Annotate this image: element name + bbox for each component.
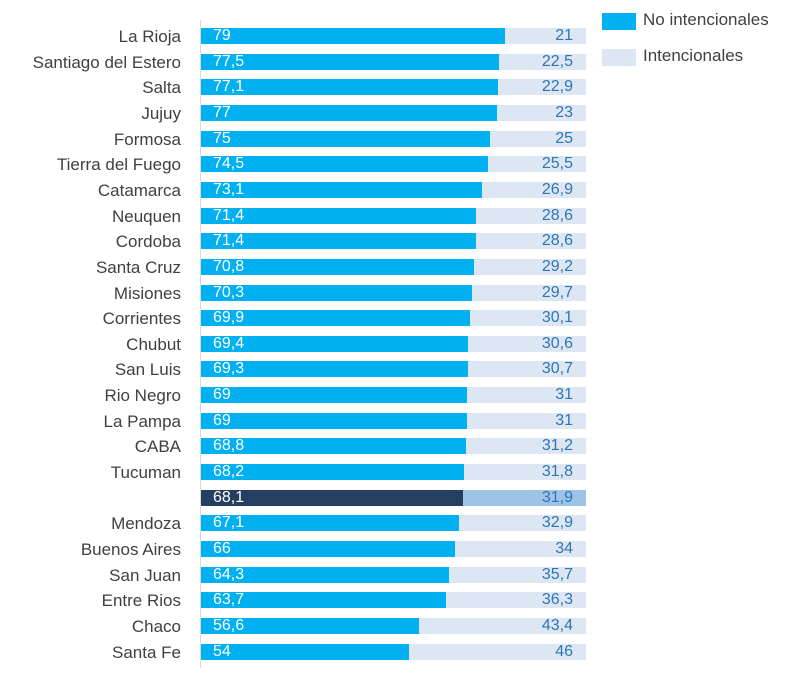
data-label-no-intencionales: 69 bbox=[213, 412, 231, 430]
data-label-intencionales: 46 bbox=[555, 643, 573, 661]
legend-swatch-intencionales bbox=[602, 49, 636, 66]
data-label-intencionales: 28,6 bbox=[542, 207, 573, 225]
bar-no-intencionales bbox=[201, 644, 409, 660]
data-label-intencionales: 21 bbox=[555, 27, 573, 45]
legend-swatch-no-intencionales bbox=[602, 13, 636, 30]
data-label-no-intencionales: 70,8 bbox=[213, 258, 244, 276]
data-label-intencionales: 30,1 bbox=[542, 309, 573, 327]
data-label-intencionales: 31 bbox=[555, 386, 573, 404]
data-label-no-intencionales: 77,1 bbox=[213, 78, 244, 96]
category-label: Chaco bbox=[132, 617, 181, 637]
category-label: Corrientes bbox=[103, 309, 181, 329]
category-label: Santa Fe bbox=[112, 643, 181, 663]
data-label-intencionales: 43,4 bbox=[542, 617, 573, 635]
data-label-intencionales: 28,6 bbox=[542, 232, 573, 250]
category-label: Tucuman bbox=[111, 463, 181, 483]
category-label: Tierra del Fuego bbox=[57, 155, 181, 175]
data-label-no-intencionales: 69,9 bbox=[213, 309, 244, 327]
category-label: Chubut bbox=[126, 335, 181, 355]
data-label-intencionales: 31 bbox=[555, 412, 573, 430]
bar-intencionales bbox=[505, 28, 586, 44]
data-label-no-intencionales: 79 bbox=[213, 27, 231, 45]
bar-no-intencionales bbox=[201, 131, 490, 147]
category-label: CABA bbox=[135, 437, 181, 457]
category-label: Catamarca bbox=[98, 181, 181, 201]
data-label-intencionales: 31,9 bbox=[542, 489, 573, 507]
category-label: Cordoba bbox=[116, 232, 181, 252]
category-label: Formosa bbox=[114, 130, 181, 150]
data-label-no-intencionales: 68,2 bbox=[213, 463, 244, 481]
data-label-intencionales: 29,7 bbox=[542, 284, 573, 302]
bar-no-intencionales bbox=[201, 387, 467, 403]
bar-no-intencionales bbox=[201, 28, 505, 44]
data-label-intencionales: 29,2 bbox=[542, 258, 573, 276]
data-label-no-intencionales: 56,6 bbox=[213, 617, 244, 635]
legend-label-intencionales: Intencionales bbox=[643, 46, 743, 66]
category-label: Jujuy bbox=[141, 104, 181, 124]
data-label-intencionales: 25 bbox=[555, 130, 573, 148]
category-label: La Rioja bbox=[119, 27, 181, 47]
bar-no-intencionales bbox=[201, 79, 498, 95]
data-label-intencionales: 31,8 bbox=[542, 463, 573, 481]
data-label-intencionales: 30,6 bbox=[542, 335, 573, 353]
category-label: Rio Negro bbox=[104, 386, 181, 406]
bar-no-intencionales bbox=[201, 541, 455, 557]
data-label-intencionales: 36,3 bbox=[542, 591, 573, 609]
data-label-intencionales: 25,5 bbox=[542, 155, 573, 173]
legend-label-no-intencionales: No intencionales bbox=[643, 10, 769, 30]
data-label-no-intencionales: 66 bbox=[213, 540, 231, 558]
data-label-no-intencionales: 67,1 bbox=[213, 514, 244, 532]
category-label: Mendoza bbox=[111, 514, 181, 534]
category-label: San Luis bbox=[115, 360, 181, 380]
data-label-intencionales: 31,2 bbox=[542, 437, 573, 455]
data-label-intencionales: 22,5 bbox=[542, 53, 573, 71]
data-label-no-intencionales: 73,1 bbox=[213, 181, 244, 199]
category-label: Santiago del Estero bbox=[33, 53, 181, 73]
data-label-intencionales: 30,7 bbox=[542, 360, 573, 378]
category-label: Salta bbox=[142, 78, 181, 98]
data-label-intencionales: 26,9 bbox=[542, 181, 573, 199]
data-label-no-intencionales: 69 bbox=[213, 386, 231, 404]
data-label-no-intencionales: 71,4 bbox=[213, 232, 244, 250]
category-label: Buenos Aires bbox=[81, 540, 181, 560]
data-label-no-intencionales: 64,3 bbox=[213, 566, 244, 584]
data-label-no-intencionales: 54 bbox=[213, 643, 231, 661]
category-label: San Juan bbox=[109, 566, 181, 586]
data-label-intencionales: 35,7 bbox=[542, 566, 573, 584]
data-label-no-intencionales: 69,3 bbox=[213, 360, 244, 378]
data-label-intencionales: 34 bbox=[555, 540, 573, 558]
category-label: La Pampa bbox=[104, 412, 182, 432]
data-label-no-intencionales: 68,8 bbox=[213, 437, 244, 455]
data-label-no-intencionales: 71,4 bbox=[213, 207, 244, 225]
data-label-no-intencionales: 77 bbox=[213, 104, 231, 122]
data-label-no-intencionales: 63,7 bbox=[213, 591, 244, 609]
data-label-no-intencionales: 69,4 bbox=[213, 335, 244, 353]
bar-no-intencionales bbox=[201, 54, 499, 70]
category-label: Santa Cruz bbox=[96, 258, 181, 278]
data-label-no-intencionales: 68,1 bbox=[213, 489, 244, 507]
data-label-no-intencionales: 75 bbox=[213, 130, 231, 148]
category-label: Misiones bbox=[114, 284, 181, 304]
bar-no-intencionales bbox=[201, 413, 467, 429]
bar-no-intencionales bbox=[201, 105, 497, 121]
category-label: Neuquen bbox=[112, 207, 181, 227]
category-label: Entre Rios bbox=[102, 591, 181, 611]
data-label-intencionales: 22,9 bbox=[542, 78, 573, 96]
data-label-no-intencionales: 70,3 bbox=[213, 284, 244, 302]
data-label-intencionales: 32,9 bbox=[542, 514, 573, 532]
data-label-no-intencionales: 74,5 bbox=[213, 155, 244, 173]
data-label-no-intencionales: 77,5 bbox=[213, 53, 244, 71]
data-label-intencionales: 23 bbox=[555, 104, 573, 122]
